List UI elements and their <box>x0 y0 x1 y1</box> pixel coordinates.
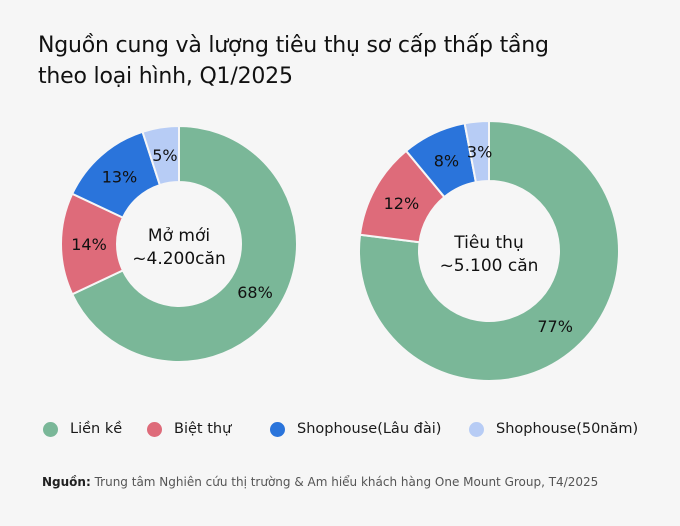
data-label-shophouse-50nam-tieu-thu: 3% <box>467 142 492 161</box>
legend-item-shophouse-50nam: Shophouse(50năm) <box>469 421 638 437</box>
data-label-shophouse-50nam-mo-moi: 5% <box>152 146 177 165</box>
data-label-biet-thu-mo-moi: 14% <box>71 235 107 254</box>
source-text: Trung tâm Nghiên cứu thị trường & Am hiể… <box>94 475 599 489</box>
legend-swatch-lien-ke <box>43 421 58 437</box>
legend-item-lien-ke: Liền kề <box>43 421 122 437</box>
center-label-value-mo-moi: ~4.200căn <box>132 249 225 269</box>
center-label-title-mo-moi: Mở mới <box>148 226 210 246</box>
center-label-title-tieu-thu: Tiêu thụ <box>453 233 523 253</box>
chart-title: Nguồn cung và lượng tiêu thụ sơ cấp thấp… <box>38 30 638 92</box>
data-label-lien-ke-tieu-thu: 77% <box>537 317 573 336</box>
data-label-shophouse-lau-dai-mo-moi: 13% <box>102 167 138 186</box>
slice-lien-ke-mo-moi <box>70 124 298 363</box>
legend-label-biet-thu: Biệt thự <box>174 421 232 437</box>
slice-shophouse-50nam-mo-moi <box>141 124 180 187</box>
legend-item-biet-thu: Biệt thự <box>147 421 231 437</box>
slice-shophouse-50nam-tieu-thu <box>463 119 490 184</box>
data-label-biet-thu-tieu-thu: 12% <box>384 194 420 213</box>
title-line-2: theo loại hình, Q1/2025 <box>38 64 293 89</box>
source-label: Nguồn: <box>42 475 91 489</box>
center-label-value-tieu-thu: ~5.100 căn <box>440 256 539 276</box>
source-note: Nguồn: Trung tâm Nghiên cứu thị trường &… <box>42 475 662 489</box>
legend-label-shophouse-lau-dai: Shophouse(Lâu đài) <box>297 421 442 437</box>
legend-label-lien-ke: Liền kề <box>70 421 123 437</box>
title-line-1: Nguồn cung và lượng tiêu thụ sơ cấp thấp… <box>38 33 549 58</box>
slice-lien-ke-tieu-thu <box>358 119 620 382</box>
data-label-shophouse-lau-dai-tieu-thu: 8% <box>434 152 459 171</box>
legend-swatch-biet-thu <box>147 421 162 437</box>
legend-item-shophouse-lau-dai: Shophouse(Lâu đài) <box>270 421 441 437</box>
legend-swatch-shophouse-lau-dai <box>270 421 285 437</box>
donut-chart-mo-moi: 68% 14% 13% 5% Mở mới ~4.200căn <box>60 124 298 363</box>
data-label-lien-ke-mo-moi: 68% <box>237 283 273 302</box>
donut-chart-tieu-thu: 77% 12% 8% 3% Tiêu thụ ~5.100 căn <box>358 119 620 382</box>
legend-label-shophouse-50nam: Shophouse(50năm) <box>496 421 639 437</box>
legend: Liền kề Biệt thự Shophouse(Lâu đài) Shop… <box>43 421 663 441</box>
legend-swatch-shophouse-50nam <box>469 421 484 437</box>
